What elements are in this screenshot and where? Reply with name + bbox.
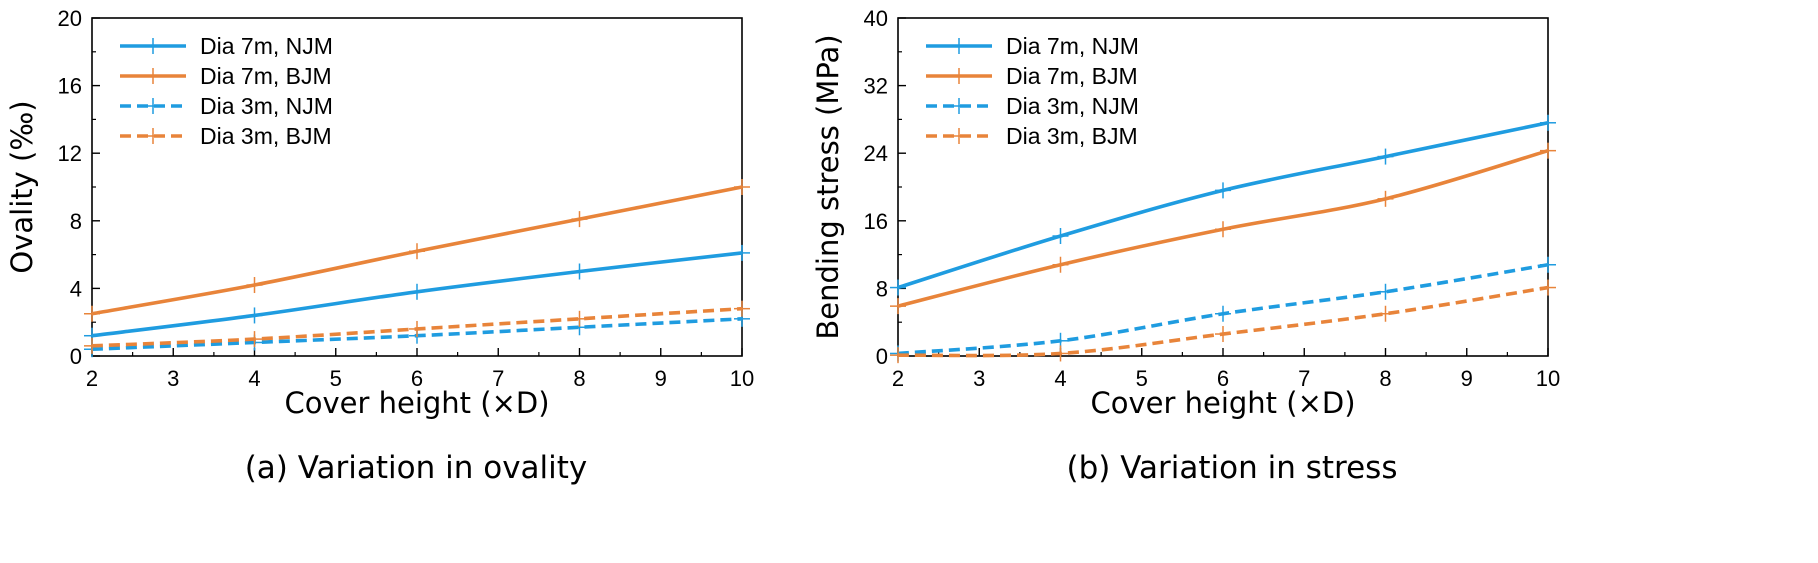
chart-b-y-tick-label: 0	[876, 344, 888, 369]
chart-a-y-tick-label: 12	[58, 141, 82, 166]
chart-b-legend-label: Dia 7m, NJM	[1006, 33, 1139, 59]
chart-a-x-axis-title: Cover height (×D)	[284, 386, 549, 420]
chart-a-legend-label: Dia 3m, NJM	[200, 93, 333, 119]
chart-b-caption: (b) Variation in stress	[1067, 450, 1398, 486]
chart-a-x-tick-label: 10	[730, 366, 754, 391]
chart-b-series-2-point	[1052, 256, 1069, 273]
chart-a-series-4-point	[246, 331, 263, 348]
chart-a-legend-label: Dia 3m, BJM	[200, 123, 332, 149]
chart-a-x-tick-label: 9	[655, 366, 667, 391]
chart-a-series-4-point	[84, 337, 100, 354]
chart-b-legend-label: Dia 3m, NJM	[1006, 93, 1139, 119]
chart-a-legend-label: Dia 7m, NJM	[200, 33, 333, 59]
chart-b-series-2-point	[890, 298, 906, 315]
chart-a-y-tick-label: 0	[70, 344, 82, 369]
chart-b-legend-item: Dia 7m, BJM	[926, 63, 1138, 89]
chart-a-series-4-point	[409, 320, 425, 337]
chart-b-y-tick-label: 16	[864, 209, 888, 234]
chart-b-series-4-point	[1540, 279, 1556, 296]
chart-b-legend-label: Dia 3m, BJM	[1006, 123, 1138, 149]
chart-b-series-1-point	[1540, 114, 1556, 131]
chart-b-series-1-point	[1215, 182, 1231, 199]
chart-b-x-tick-label: 6	[1217, 366, 1229, 391]
chart-a-y-tick-label: 4	[70, 276, 82, 301]
chart-a-x-tick-label: 3	[167, 366, 179, 391]
chart-b-series-4-point	[1215, 326, 1231, 343]
chart-b-legend-item: Dia 3m, NJM	[926, 93, 1139, 119]
chart-b-series-1-point	[890, 279, 906, 296]
chart-a-series-2-point	[409, 243, 425, 260]
chart-b-x-axis-title: Cover height (×D)	[1090, 386, 1355, 420]
chart-a-series-1-point	[409, 283, 425, 300]
chart-a-series-2-point	[246, 277, 263, 294]
chart-b-series-3-point	[1215, 305, 1231, 322]
chart-a-legend-item: Dia 7m, BJM	[120, 63, 332, 89]
chart-b-series-1-point	[1052, 228, 1069, 245]
chart-a-x-tick-label: 4	[248, 366, 260, 391]
chart-a-ovality: 2 3 4 5 6 7 8 9 10 0 4 8 12 16 20 Cover height (×D) Oval…	[5, 6, 754, 486]
chart-a-caption: (a) Variation in ovality	[245, 450, 588, 486]
chart-a-series-2-point	[571, 211, 588, 228]
chart-b-legend-label: Dia 7m, BJM	[1006, 63, 1138, 89]
chart-a-legend-item: Dia 7m, NJM	[120, 33, 333, 59]
chart-a-series-2-point	[84, 305, 100, 322]
chart-a-legend-item: Dia 3m, BJM	[120, 123, 332, 149]
chart-b-y-tick-label: 40	[864, 6, 888, 31]
chart-a-series-1-point	[571, 263, 588, 280]
chart-b-series-1-point	[1377, 148, 1394, 165]
chart-a-y-tick-label: 20	[58, 6, 82, 31]
chart-a-x-tick-label: 7	[492, 366, 504, 391]
chart-a-x-tick-label: 2	[86, 366, 98, 391]
chart-a-y-tick-label: 8	[70, 209, 82, 234]
chart-b-x-tick-label: 2	[892, 366, 904, 391]
chart-b-x-tick-label: 10	[1536, 366, 1560, 391]
chart-a-series-4-point	[571, 310, 588, 327]
chart-b-x-tick-label: 7	[1298, 366, 1310, 391]
chart-b-series-3-point	[1377, 283, 1394, 300]
chart-a-x-tick-label: 6	[411, 366, 423, 391]
chart-a-y-tick-label: 16	[58, 74, 82, 99]
chart-a-series-2-point	[734, 179, 750, 195]
chart-b-series-3-point	[1540, 256, 1556, 273]
chart-a-x-tick-label: 5	[330, 366, 342, 391]
chart-b-x-tick-label: 8	[1379, 366, 1391, 391]
chart-b-y-tick-label: 8	[876, 276, 888, 301]
chart-b-series-4-point	[1377, 305, 1394, 322]
chart-b-series-2-point	[1215, 221, 1231, 238]
chart-b-legend-item: Dia 7m, NJM	[926, 33, 1139, 59]
chart-a-series-4-point	[734, 300, 750, 317]
chart-b-series-2-point	[1540, 142, 1556, 159]
chart-b-legend-item: Dia 3m, BJM	[926, 123, 1138, 149]
chart-b-y-axis-title: Bending stress (MPa)	[811, 34, 845, 339]
chart-a-y-axis-title: Ovality (‰)	[5, 100, 39, 273]
chart-a-series-1-point	[246, 307, 263, 324]
chart-a-legend-item: Dia 3m, NJM	[120, 93, 333, 119]
chart-a-plot-frame	[91, 17, 743, 357]
chart-b-y-tick-label: 32	[864, 74, 888, 99]
chart-b-x-tick-label: 4	[1054, 366, 1066, 391]
chart-b-stress: 2 3 4 5 6 7 8 9 10 0 8 16 24 32 40 Cover height (×D) Ben…	[811, 6, 1560, 486]
chart-a-x-tick-label: 8	[573, 366, 585, 391]
chart-b-x-tick-label: 3	[973, 366, 985, 391]
chart-a-series-1-point	[734, 244, 750, 261]
chart-b-x-tick-label: 9	[1461, 366, 1473, 391]
chart-b-y-tick-label: 24	[864, 141, 888, 166]
chart-b-x-tick-label: 5	[1136, 366, 1148, 391]
chart-a-legend-label: Dia 7m, BJM	[200, 63, 332, 89]
chart-b-series-2-point	[1377, 190, 1394, 207]
chart-b-series-4-point	[1052, 345, 1069, 362]
chart-b-series-4-point	[890, 347, 906, 364]
chart-b-series-line-1	[897, 121, 1549, 290]
